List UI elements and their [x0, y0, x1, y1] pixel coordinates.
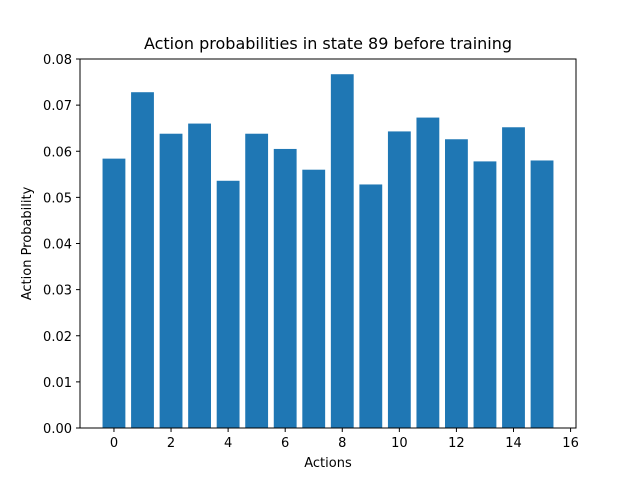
bar-action-11	[416, 117, 440, 429]
plot-frame	[79, 58, 577, 429]
bar-action-12	[445, 139, 468, 428]
bar-action-10	[387, 131, 411, 428]
bar-action-6	[273, 148, 297, 428]
bar-action-7	[302, 169, 326, 428]
bar-action-5	[245, 133, 269, 428]
bar-action-8	[330, 74, 354, 428]
bar-action-4	[216, 180, 240, 428]
x-axis: 0 2 4 6 8 10 12 14 16	[110, 428, 579, 451]
x-tick-label: 0	[110, 436, 118, 451]
y-tick-label: 0.01	[43, 376, 72, 391]
bar-action-13	[473, 161, 497, 428]
x-tick-label: 16	[562, 436, 579, 451]
y-tick-label: 0.07	[43, 99, 72, 114]
y-tick-label: 0.06	[43, 145, 72, 160]
chart-title: Action probabilities in state 89 before …	[144, 34, 512, 53]
bar-action-14	[502, 127, 525, 428]
y-axis: 0.00 0.01 0.02 0.03 0.04 0.05 0.06 0.07 0.08	[43, 53, 80, 437]
bar-action-0	[102, 158, 126, 428]
x-tick-label: 8	[338, 436, 346, 451]
y-tick-label: 0.03	[43, 284, 72, 299]
y-tick-label: 0.05	[43, 191, 72, 206]
y-tick-label: 0.02	[43, 330, 72, 345]
y-tick-label: 0.08	[43, 53, 72, 68]
y-axis-label: Action Probability	[20, 186, 35, 300]
y-tick-label: 0.00	[43, 422, 72, 437]
x-tick-label: 14	[505, 436, 522, 451]
x-tick-label: 6	[281, 436, 289, 451]
x-axis-label: Actions	[304, 456, 352, 471]
x-tick-label: 4	[224, 436, 232, 451]
x-tick-label: 10	[391, 436, 408, 451]
x-tick-label: 2	[167, 436, 175, 451]
x-tick-label: 12	[448, 436, 465, 451]
bar-action-2	[159, 133, 183, 428]
bar-action-1	[131, 92, 154, 429]
bars-group	[102, 74, 554, 429]
y-tick-label: 0.04	[43, 238, 72, 253]
bar-action-15	[530, 160, 554, 428]
bar-action-3	[188, 123, 211, 428]
bar-action-9	[359, 184, 383, 428]
